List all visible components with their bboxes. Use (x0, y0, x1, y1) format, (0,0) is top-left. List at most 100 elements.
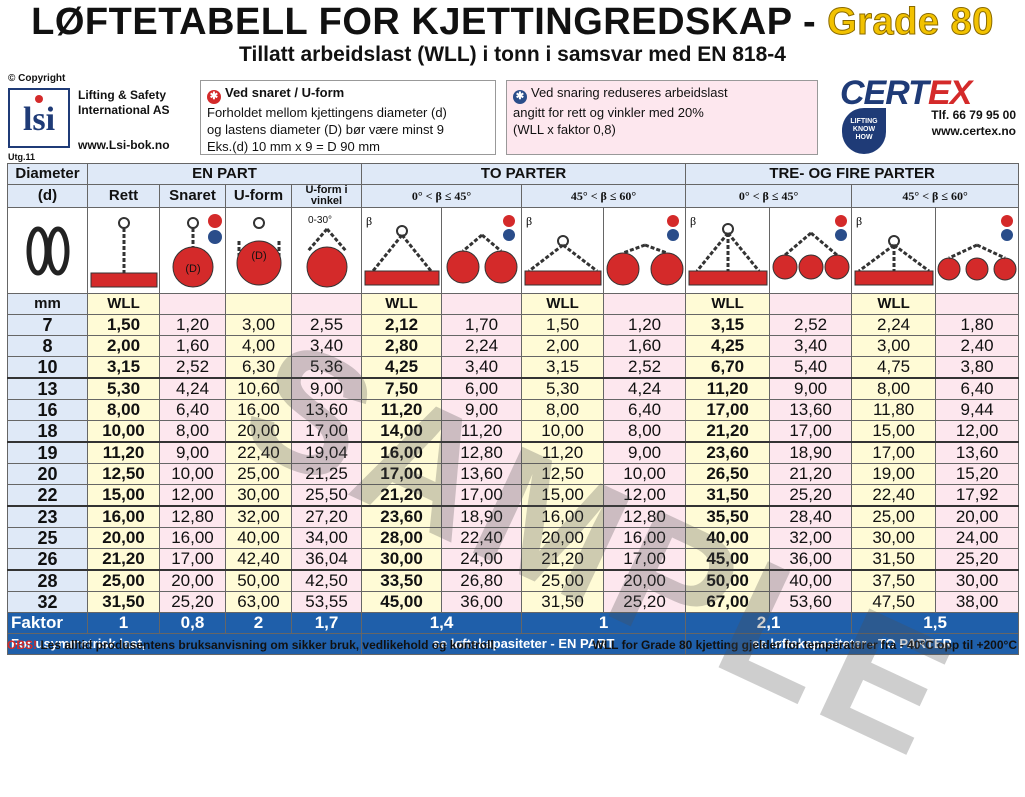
wll-cell: 21,25 (290, 463, 363, 485)
wll-cell: 25,00 (87, 569, 160, 592)
page-title: LØFTETABELL FOR KJETTINGREDSKAP - Grade … (0, 0, 1025, 44)
wll-cell: 21,20 (769, 463, 853, 485)
wll-cell: 22,40 (851, 484, 937, 507)
wll-cell: 21,20 (87, 548, 160, 571)
tre-rett-60-icon: β (851, 207, 937, 294)
wll-cell: 17,00 (159, 548, 226, 571)
wll-cell: 5,30 (87, 377, 160, 400)
wll-cell: 3,00 (225, 314, 292, 336)
wll-cell: 21,20 (361, 484, 443, 507)
wll-cell: 4,24 (159, 377, 226, 400)
diameter-cell: 23 (7, 505, 88, 528)
certex-brand-b: EX (927, 74, 972, 112)
wll-cell: 2,80 (361, 335, 443, 357)
wll-cell: 20,00 (225, 420, 292, 443)
wll-cell: 17,92 (935, 484, 1020, 507)
obs-label: OBS! (7, 638, 37, 652)
diameter-cell: 28 (7, 569, 88, 592)
wll-cell: 25,00 (851, 505, 937, 528)
wll-cell: 12,00 (159, 484, 226, 507)
wll-cell: 45,00 (685, 548, 771, 571)
wll-cell: 11,20 (87, 441, 160, 464)
to-snaret-45-icon (441, 207, 523, 294)
wll-cell: 10,00 (159, 463, 226, 485)
certex-brand-a: CERT (840, 74, 929, 112)
wll-cell: 12,80 (441, 441, 523, 464)
wll-cell: 27,20 (290, 505, 363, 528)
diameter-cell: 18 (7, 420, 88, 443)
wll-cell: 1,80 (935, 314, 1020, 336)
wll-cell: 36,00 (769, 548, 853, 571)
wll-cell: 3,15 (685, 314, 771, 336)
lsi-name-line2: International AS (78, 103, 170, 117)
wll-cell: 34,00 (290, 527, 363, 549)
title-main: LØFTETABELL FOR KJETTINGREDSKAP - (31, 1, 828, 43)
wll-cell: 1,20 (159, 314, 226, 336)
diameter-header: Diameter (7, 163, 88, 185)
to-angle-b-header: 45° < β ≤ 60° (521, 184, 687, 208)
uform-angle-label: 0-30° (308, 215, 332, 226)
diameter-cell: 7 (7, 314, 88, 336)
wll-cell: 3,40 (441, 356, 523, 379)
wll-cell: 3,80 (935, 356, 1020, 379)
wll-cell: 3,40 (290, 335, 363, 357)
to-angle-a-header: 0° < β ≤ 45° (361, 184, 523, 208)
wll-cell: 28,00 (361, 527, 443, 549)
wll-cell: 20,00 (159, 569, 226, 592)
asymmetric-row: For usymmetrisk last, se løftekapasitete… (6, 633, 1020, 655)
wll-cell: 38,00 (935, 591, 1020, 613)
wll-cell: 2,00 (87, 335, 160, 357)
wll-cell: 22,40 (441, 527, 523, 549)
wll-cell: 20,00 (87, 527, 160, 549)
wll-cell: 22,40 (225, 441, 292, 464)
wll-cell: 1,20 (603, 314, 687, 336)
wll-cell: 12,80 (159, 505, 226, 528)
table-row: 19 11,20 9,00 22,40 19,04 16,00 12,80 11,20 9,00… (7, 441, 1020, 464)
table-row: 28 25,00 20,00 50,00 42,50 33,50 26,80 25,00 20,… (7, 569, 1020, 592)
wll-cell: 25,00 (521, 569, 605, 592)
wll-cell: 12,50 (87, 463, 160, 485)
wll-cell: 6,00 (441, 377, 523, 400)
wll-cell: 10,00 (521, 420, 605, 443)
illustration-row: (D) (D) 0-30° β β β β (7, 207, 1020, 294)
obs-note: OBS! Les alltid produsentens bruksanvisn… (7, 638, 497, 652)
table-row: 7 1,50 1,20 3,00 2,55 2,12 1,70 1,50 1,20 3,15 2,5… (7, 314, 1020, 336)
table-row: 10 3,15 2,52 6,30 5,36 4,25 3,40 3,15 2,52 6,70 5,… (7, 356, 1020, 379)
wll-cell: 13,60 (769, 399, 853, 421)
snared-note-line3: Eks.(d) 10 mm x 9 = D 90 mm (207, 139, 381, 154)
wll-cell: 3,15 (87, 356, 160, 379)
wll-cell: 6,40 (935, 377, 1020, 400)
wll-cell: 7,50 (361, 377, 443, 400)
wll-cell: 23,60 (685, 441, 771, 464)
wll-cell: 42,50 (290, 569, 363, 592)
reduce-note-line1: Ved snaring reduseres arbeidslast (531, 85, 728, 100)
wll-cell: 30,00 (935, 569, 1020, 592)
wll-cell: 24,00 (935, 527, 1020, 549)
wll-cell: 40,00 (685, 527, 771, 549)
faktor-label: Faktor (7, 612, 88, 634)
wll-cell: 20,00 (935, 505, 1020, 528)
star-red-icon: ✱ (207, 90, 221, 104)
faktor-tre-b: 1,5 (851, 612, 1020, 634)
table-row: 20 12,50 10,00 25,00 21,25 17,00 13,60 12,50 10,… (7, 463, 1020, 485)
table-row: 8 2,00 1,60 4,00 3,40 2,80 2,24 2,00 1,60 4,25 3,4… (7, 335, 1020, 357)
diameter-label: Diameter (15, 165, 80, 182)
wll-cell: 50,00 (225, 569, 292, 592)
wll-cell: 10,00 (87, 420, 160, 443)
wll-cell: 14,00 (361, 420, 443, 443)
wll-cell: 11,20 (685, 377, 771, 400)
wll-cell: 1,50 (521, 314, 605, 336)
wll-cell: 2,00 (521, 335, 605, 357)
rett-sling-icon (87, 207, 160, 294)
wll-cell: 32,00 (769, 527, 853, 549)
table-row: 23 16,00 12,80 32,00 27,20 23,60 18,90 16,00 12,… (7, 505, 1020, 528)
wll-cell: 9,00 (290, 377, 363, 400)
wll-cell: 8,00 (87, 399, 160, 421)
wll-label-tre-fire-a: WLL (685, 293, 771, 315)
wll-cell: 2,52 (603, 356, 687, 379)
wll-cell: 16,00 (225, 399, 292, 421)
wll-cell: 6,30 (225, 356, 292, 379)
wll-cell: 16,00 (87, 505, 160, 528)
wll-cell: 8,00 (603, 420, 687, 443)
diameter-cell: 8 (7, 335, 88, 357)
